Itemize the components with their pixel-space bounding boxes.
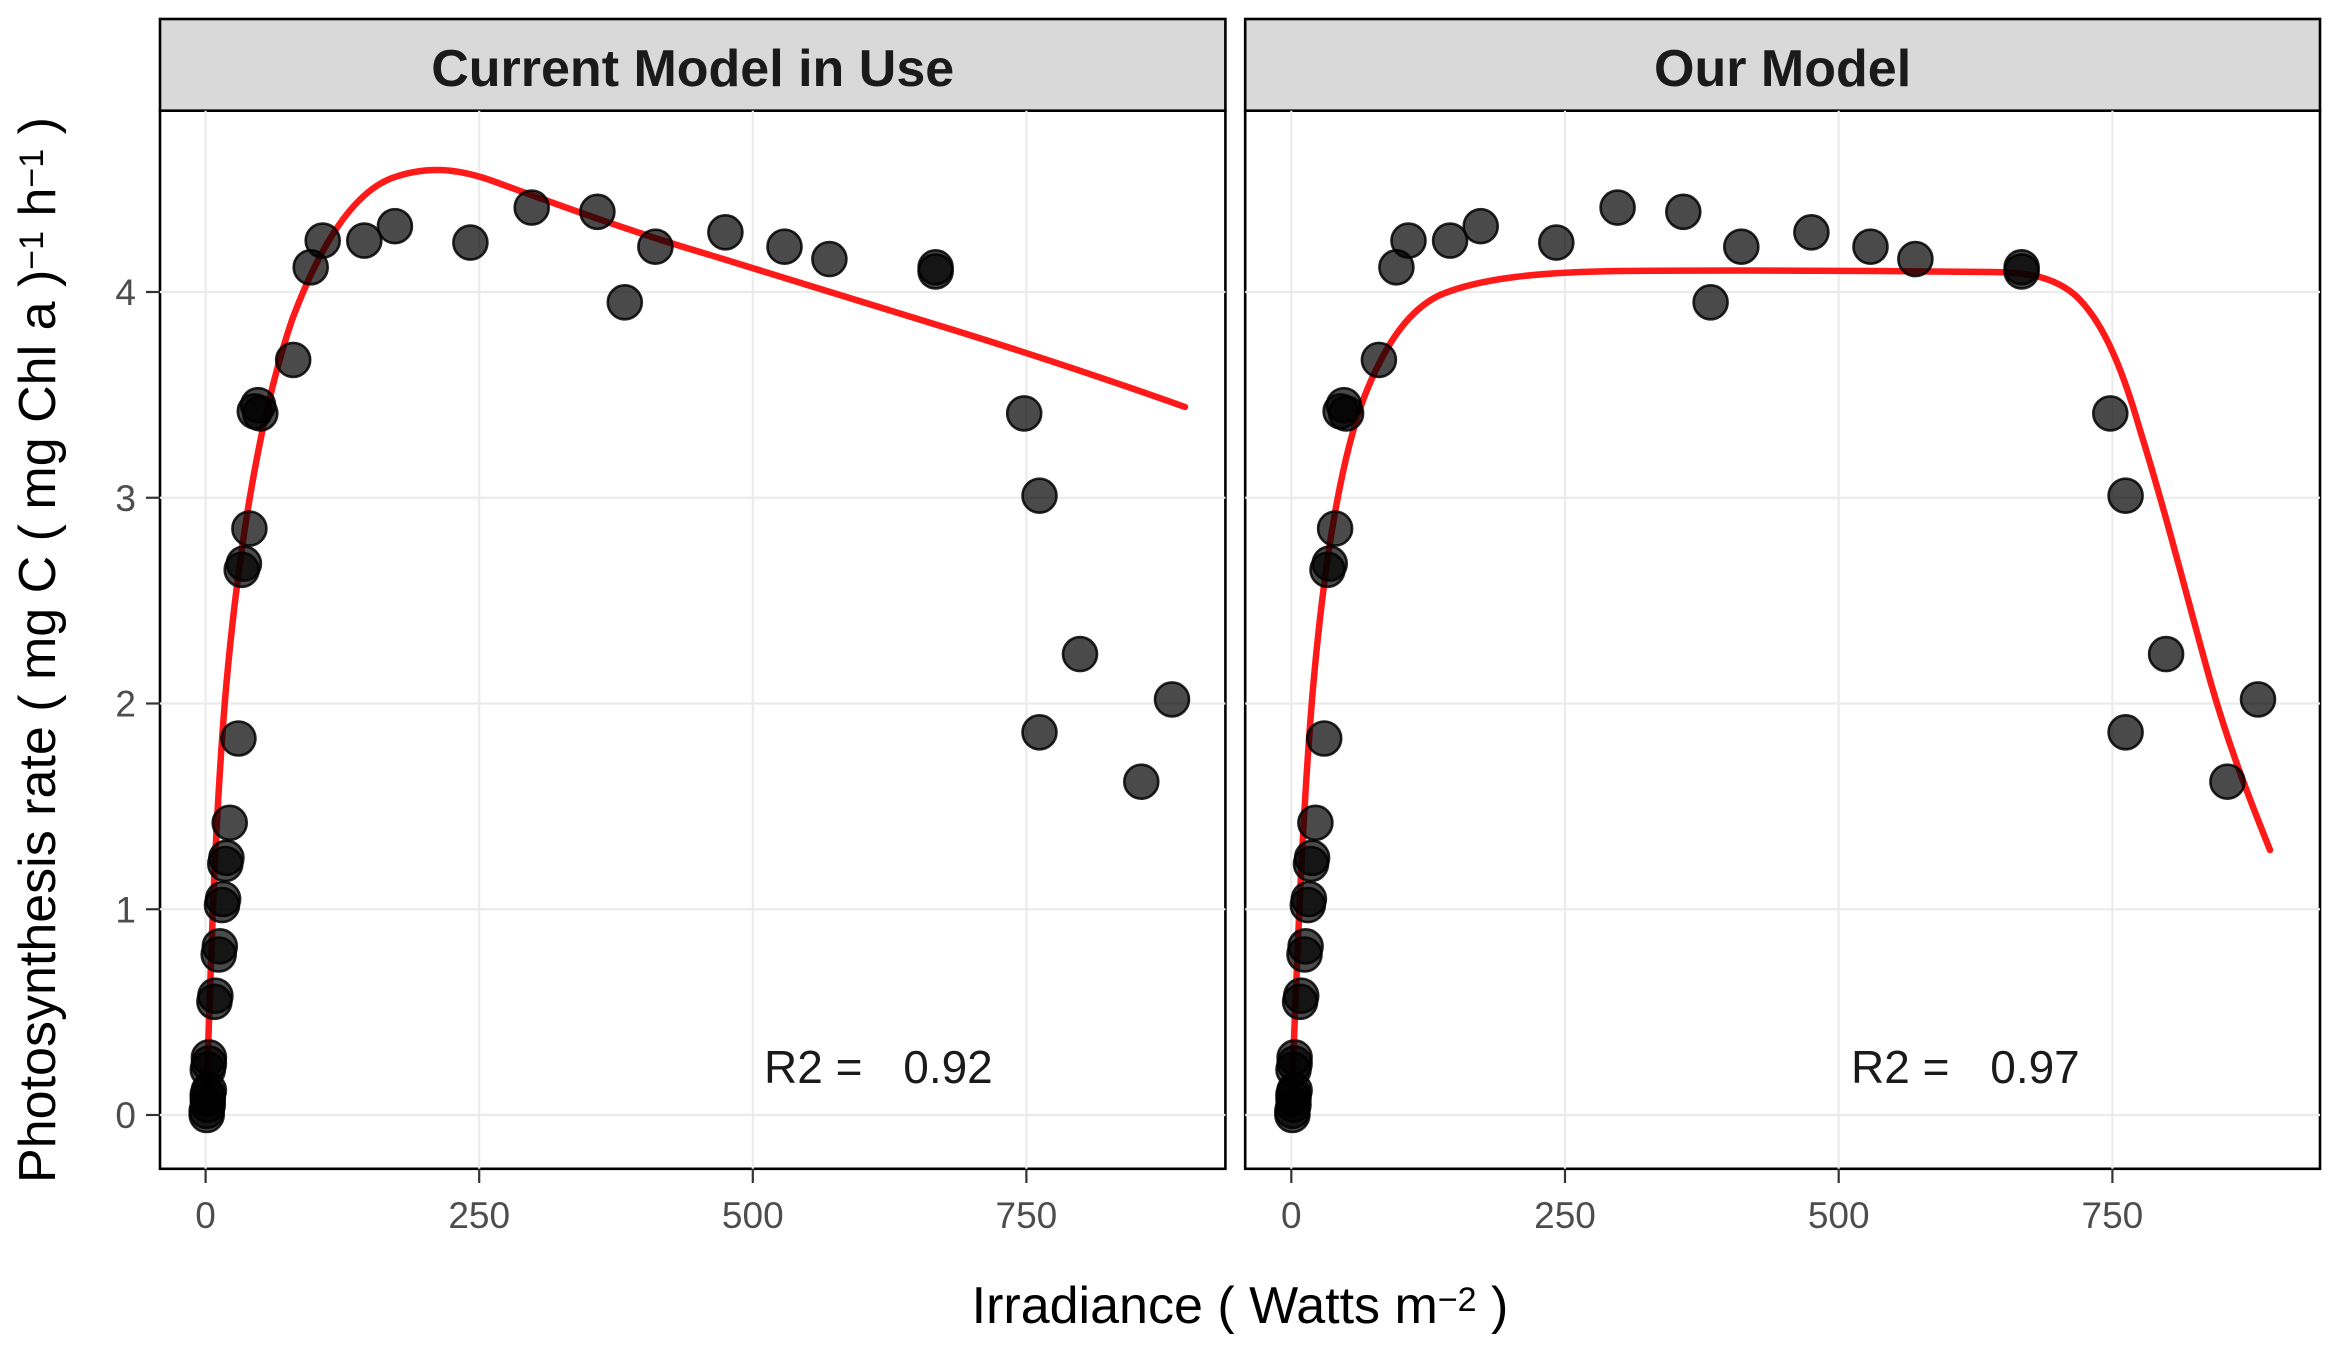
svg-text:2: 2: [115, 684, 136, 725]
svg-text:Our Model: Our Model: [1654, 40, 1911, 98]
svg-text:500: 500: [1808, 1195, 1870, 1236]
svg-text:250: 250: [448, 1195, 510, 1236]
svg-text:250: 250: [1534, 1195, 1596, 1236]
svg-text:Irradiance ( Watts m−2 ): Irradiance ( Watts m−2 ): [972, 1277, 1509, 1335]
svg-text:1: 1: [115, 889, 136, 930]
svg-text:Current Model in Use: Current Model in Use: [431, 40, 954, 98]
svg-text:0: 0: [115, 1095, 136, 1136]
svg-text:750: 750: [996, 1195, 1058, 1236]
svg-text:Photosynthesis rate ( mg C ( m: Photosynthesis rate ( mg C ( mg Chl a )−…: [9, 117, 67, 1183]
svg-text:500: 500: [722, 1195, 784, 1236]
svg-text:750: 750: [2082, 1195, 2144, 1236]
svg-text:3: 3: [115, 478, 136, 519]
svg-text:0: 0: [195, 1195, 216, 1236]
svg-text:4: 4: [115, 272, 136, 313]
svg-text:0: 0: [1281, 1195, 1302, 1236]
